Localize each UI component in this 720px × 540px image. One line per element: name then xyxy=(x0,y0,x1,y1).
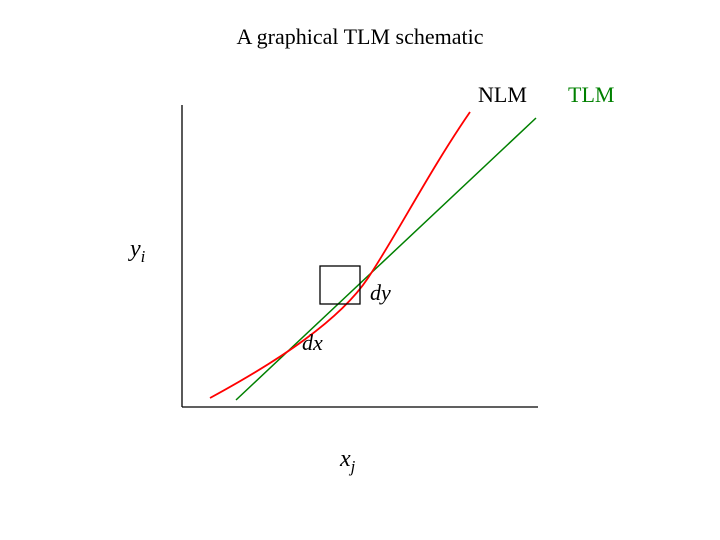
x-axis-label: xj xyxy=(340,446,355,477)
dy-label: dy xyxy=(370,280,391,306)
tangent-box xyxy=(320,266,360,304)
nlm-curve xyxy=(210,112,470,398)
dx-label: dx xyxy=(302,330,323,356)
plot-svg xyxy=(0,0,720,540)
x-sub: j xyxy=(351,457,356,476)
x-base: x xyxy=(340,446,351,472)
nlm-label: NLM xyxy=(478,82,527,108)
diagram-stage: A graphical TLM schematic NLM TLM yi xj … xyxy=(0,0,720,540)
tlm-label: TLM xyxy=(568,82,614,108)
y-base: y xyxy=(130,236,141,262)
tlm-line xyxy=(236,118,536,400)
y-axis-label: yi xyxy=(130,236,145,267)
y-sub: i xyxy=(141,247,146,266)
